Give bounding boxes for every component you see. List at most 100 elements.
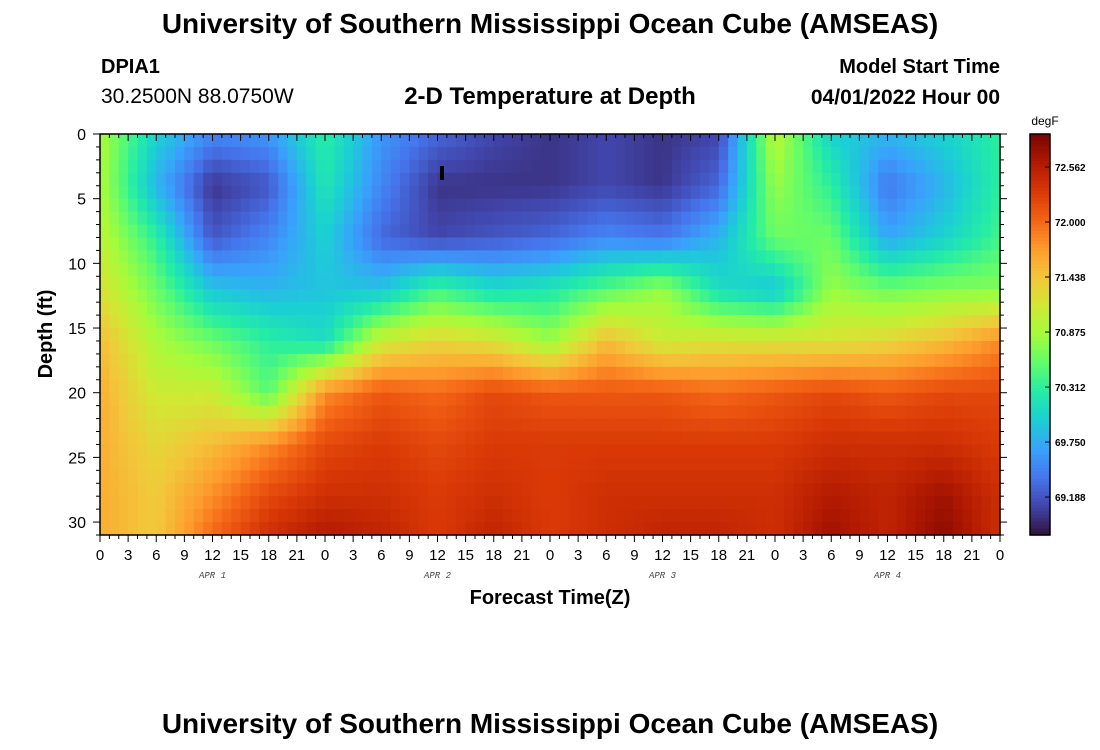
heatmap-cell — [690, 289, 701, 303]
heatmap-cell — [446, 522, 457, 536]
heatmap-cell — [353, 405, 364, 420]
heatmap-cell — [203, 418, 214, 433]
heatmap-cell — [334, 328, 345, 342]
heatmap-cell — [540, 289, 551, 303]
heatmap-cell — [531, 289, 542, 303]
heatmap-cell — [175, 198, 185, 213]
heatmap-cell — [475, 315, 485, 329]
heatmap-cell — [878, 379, 889, 394]
heatmap-cell — [859, 353, 870, 368]
heatmap-cell — [568, 315, 579, 329]
heatmap-cell — [503, 185, 514, 200]
colorbar-segment — [1030, 451, 1050, 456]
heatmap-cell — [503, 289, 514, 303]
heatmap-cell — [587, 444, 598, 458]
heatmap-cell — [109, 418, 120, 433]
heatmap-cell — [109, 224, 120, 239]
heatmap-cell — [981, 392, 992, 407]
heatmap-cell — [465, 340, 476, 355]
heatmap-cell — [653, 315, 664, 329]
heatmap-cell — [231, 237, 242, 252]
heatmap-cell — [259, 302, 270, 316]
colorbar-segment — [1030, 508, 1050, 513]
heatmap-cell — [568, 159, 579, 174]
heatmap-cell — [175, 444, 185, 458]
colorbar-segment — [1030, 154, 1050, 158]
heatmap-cell — [878, 470, 889, 484]
heatmap-cell — [315, 134, 326, 148]
colorbar-segment — [1030, 351, 1050, 356]
temperature-depth-chart: 0 3 6 9 12 15 18 21 0 3 6 9 12 15 18 21 0 3 6 9 12 15 18 21 0 3 6 9… — [35, 114, 1086, 609]
heatmap-cell — [568, 496, 579, 510]
heatmap-cell — [428, 211, 439, 226]
heatmap-cell — [868, 172, 879, 187]
heatmap-cell — [109, 405, 120, 420]
heatmap-cell — [850, 263, 860, 277]
heatmap-cell — [671, 470, 682, 484]
heatmap-cell — [390, 146, 401, 161]
heatmap-cell — [953, 263, 964, 277]
heatmap-cell — [118, 250, 129, 264]
heatmap-cell — [146, 522, 157, 536]
heatmap-cell — [315, 457, 326, 471]
heatmap-cell — [512, 353, 523, 368]
heatmap-cell — [859, 366, 870, 381]
heatmap-cell — [315, 198, 326, 213]
heatmap-cell — [287, 250, 298, 264]
heatmap-cell — [493, 353, 504, 368]
heatmap-cell — [868, 276, 879, 290]
heatmap-cell — [156, 315, 167, 329]
heatmap-cell — [493, 250, 504, 264]
heatmap-cell — [456, 185, 467, 200]
heatmap-cell — [971, 146, 982, 161]
heatmap-cell — [728, 379, 739, 394]
heatmap-cell — [934, 159, 945, 174]
heatmap-cell — [681, 340, 692, 355]
heatmap-cell — [100, 340, 110, 355]
heatmap-cell — [625, 522, 635, 536]
heatmap-cell — [493, 392, 504, 407]
heatmap-cell — [962, 263, 973, 277]
heatmap-cell — [887, 302, 898, 316]
heatmap-cell — [981, 224, 992, 239]
colorbar-segment — [1030, 264, 1050, 269]
heatmap-cell — [718, 405, 729, 420]
heatmap-cell — [278, 509, 289, 523]
heatmap-cell — [821, 340, 832, 355]
colorbar-segment — [1030, 434, 1050, 439]
heatmap-cell — [456, 392, 467, 407]
heatmap-cell — [512, 405, 523, 420]
heatmap-cell — [700, 224, 710, 239]
heatmap-cell — [128, 405, 139, 420]
heatmap-cell — [250, 159, 260, 174]
heatmap-cell — [643, 134, 654, 148]
heatmap-cell — [962, 172, 973, 187]
heatmap-cell — [503, 237, 514, 252]
heatmap-cell — [521, 457, 532, 471]
heatmap-cell — [803, 444, 814, 458]
heatmap-cell — [653, 328, 664, 342]
heatmap-cell — [981, 185, 992, 200]
heatmap-cell — [953, 483, 964, 497]
heatmap-cell — [381, 353, 392, 368]
heatmap-cell — [362, 185, 373, 200]
heatmap-cell — [943, 198, 954, 213]
heatmap-cell — [709, 146, 720, 161]
heatmap-cell — [943, 392, 954, 407]
heatmap-cell — [718, 470, 729, 484]
heatmap-cell — [606, 159, 617, 174]
heatmap-cell — [690, 405, 701, 420]
heatmap-cell — [212, 159, 223, 174]
heatmap-cell — [390, 457, 401, 471]
colorbar-segment — [1030, 488, 1050, 493]
heatmap-cell — [690, 457, 701, 471]
heatmap-cell — [765, 366, 776, 381]
heatmap-cell — [165, 276, 176, 290]
heatmap-cell — [953, 185, 964, 200]
heatmap-cell — [850, 276, 860, 290]
heatmap-cell — [728, 146, 739, 161]
heatmap-cell — [118, 405, 129, 420]
heatmap-cell — [737, 185, 748, 200]
heatmap-cell — [859, 340, 870, 355]
heatmap-cell — [878, 496, 889, 510]
